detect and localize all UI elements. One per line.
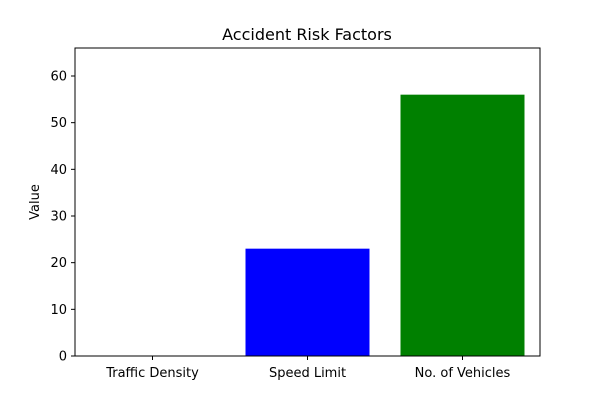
- x-tick-label: Traffic Density: [105, 366, 199, 381]
- bar: [400, 94, 525, 357]
- y-tick-label: 40: [50, 163, 67, 178]
- y-tick-label: 30: [50, 210, 67, 225]
- chart-title: Accident Risk Factors: [222, 25, 392, 44]
- y-tick-label: 10: [50, 303, 67, 318]
- y-tick-label: 0: [59, 350, 67, 365]
- y-tick-label: 50: [50, 116, 67, 131]
- x-tick-label: No. of Vehicles: [415, 366, 511, 381]
- x-tick-label: Speed Limit: [269, 366, 346, 381]
- bar: [245, 248, 370, 356]
- y-tick-label: 60: [50, 70, 67, 85]
- y-tick-label: 20: [50, 256, 67, 271]
- y-axis-title: Value: [28, 184, 43, 220]
- plot-frame: [74, 47, 541, 357]
- plot-area: Traffic Density Speed Limit No. of Vehicle…: [50, 47, 541, 381]
